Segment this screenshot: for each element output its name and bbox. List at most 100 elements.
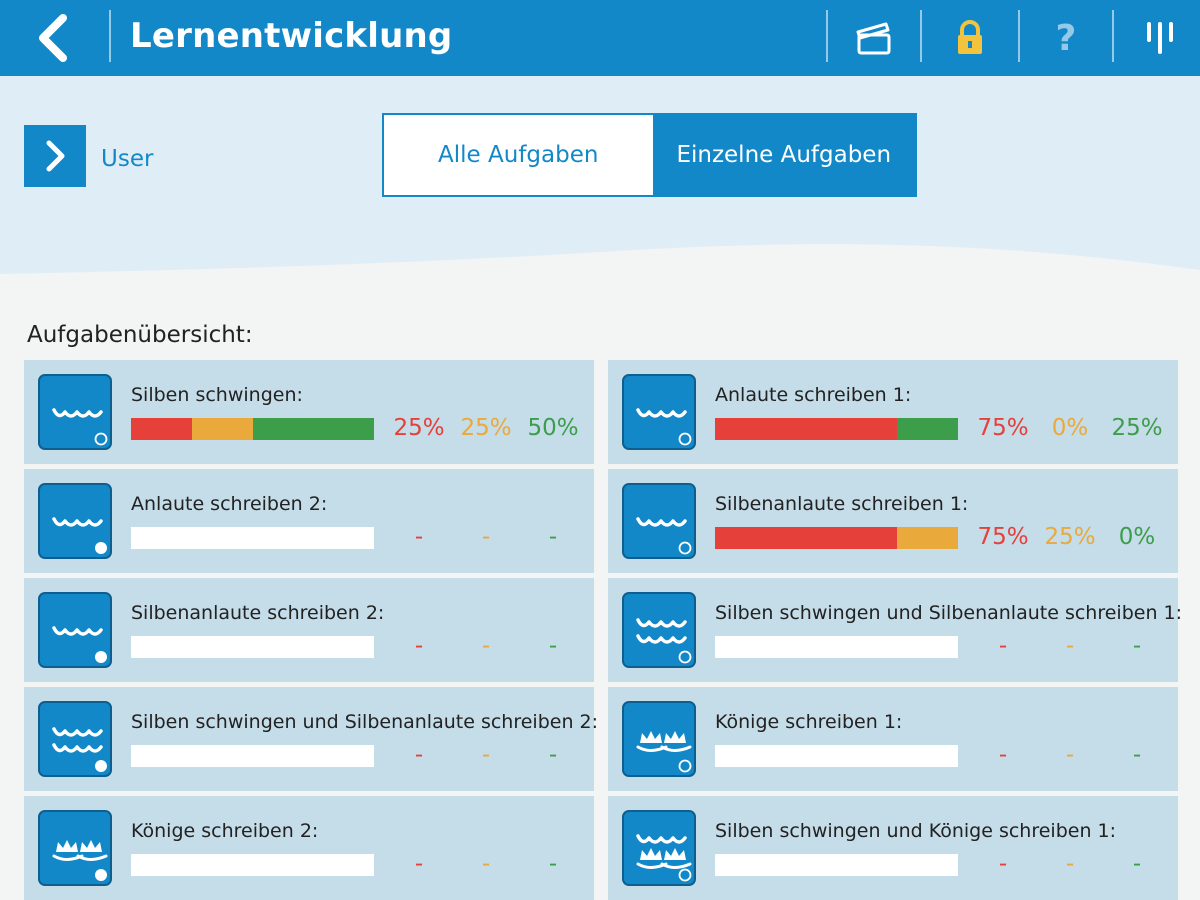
percent-orange: - (1065, 851, 1075, 877)
waves-2-filled-circle-icon (38, 592, 112, 668)
waves-4-filled-circle-icon (38, 701, 112, 777)
waves-crowns-open-circle-icon (622, 810, 696, 886)
tab-einzelne-aufgaben[interactable]: Einzelne Aufgaben (652, 115, 915, 195)
crowns-filled-circle-icon (38, 810, 112, 886)
help-icon: ? (1055, 17, 1077, 59)
percent-red: - (998, 633, 1008, 659)
waves-4-open-circle-icon (622, 592, 696, 668)
percent-red: - (998, 851, 1008, 877)
help-button[interactable]: ? (1036, 12, 1096, 64)
percent-green: 0% (1118, 524, 1156, 550)
progress-segment-red (131, 418, 192, 440)
percent-green: - (548, 742, 558, 768)
task-card[interactable]: Silben schwingen: 25% 25% 50% (24, 360, 594, 464)
task-card[interactable]: Silben schwingen und Könige schreiben 1:… (608, 796, 1178, 900)
percent-red: - (414, 742, 424, 768)
percent-red: - (414, 633, 424, 659)
percent-orange: 25% (460, 415, 512, 441)
task-card[interactable]: Könige schreiben 1: - - - (608, 687, 1178, 791)
task-name: Silbenanlaute schreiben 2: (131, 602, 385, 624)
user-expand-button[interactable] (24, 125, 86, 187)
percent-orange: - (481, 633, 491, 659)
crowns-open-circle-icon (622, 701, 696, 777)
progress-segment-green (252, 418, 374, 440)
task-card[interactable]: Silbenanlaute schreiben 2: - - - (24, 578, 594, 682)
waves-2-open-circle-icon (38, 374, 112, 450)
progress-segment-red (715, 527, 898, 549)
waves-2-open-circle-icon (622, 374, 696, 450)
percent-orange: 0% (1051, 415, 1089, 441)
task-name: Silben schwingen und Silbenanlaute schre… (715, 602, 1183, 624)
clapperboard-button[interactable] (844, 12, 904, 64)
percent-red: - (414, 851, 424, 877)
user-label[interactable]: User (101, 146, 154, 172)
task-name: Könige schreiben 2: (131, 820, 319, 842)
progress-segment-orange (897, 527, 958, 549)
progress-segment-red (715, 418, 898, 440)
percent-green: - (1132, 633, 1142, 659)
progress-segment-green (897, 418, 958, 440)
exit-button[interactable] (1130, 12, 1190, 64)
task-name: Silbenanlaute schreiben 1: (715, 493, 969, 515)
task-name: Könige schreiben 1: (715, 711, 903, 733)
task-card[interactable]: Anlaute schreiben 1: 75% 0% 25% (608, 360, 1178, 464)
task-card[interactable]: Anlaute schreiben 2: - - - (24, 469, 594, 573)
task-name: Silben schwingen und Könige schreiben 1: (715, 820, 1117, 842)
progress-bar (715, 636, 958, 658)
task-name: Silben schwingen und Silbenanlaute schre… (131, 711, 599, 733)
toolbar-divider (1112, 10, 1114, 62)
toolbar-divider (1018, 10, 1020, 62)
task-name: Silben schwingen: (131, 384, 303, 406)
percent-red: 75% (977, 415, 1029, 441)
task-card[interactable]: Silben schwingen und Silbenanlaute schre… (608, 578, 1182, 682)
page-title: Lernentwicklung (130, 16, 453, 56)
task-card[interactable]: Silben schwingen und Silbenanlaute schre… (24, 687, 598, 791)
waves-2-filled-circle-icon (38, 483, 112, 559)
progress-segment-orange (191, 418, 253, 440)
clapperboard-icon (856, 22, 891, 55)
percent-orange: - (481, 851, 491, 877)
progress-bar (131, 527, 374, 549)
percent-orange: - (481, 742, 491, 768)
exit-icon (1147, 22, 1173, 54)
task-name: Anlaute schreiben 1: (715, 384, 912, 406)
task-card[interactable]: Silbenanlaute schreiben 1: 75% 25% 0% (608, 469, 1178, 573)
percent-orange: - (1065, 633, 1075, 659)
lock-icon (958, 20, 982, 54)
chevron-left-icon (39, 14, 67, 62)
progress-bar (715, 745, 958, 767)
progress-bar (131, 636, 374, 658)
toolbar-divider (109, 10, 111, 62)
chevron-right-icon (46, 140, 65, 172)
percent-red: 75% (977, 524, 1029, 550)
percent-red: - (414, 524, 424, 550)
view-segmented-control: Alle Aufgaben Einzelne Aufgaben (382, 113, 917, 197)
lock-button[interactable] (940, 12, 1000, 64)
percent-green: 25% (1111, 415, 1163, 441)
percent-red: - (998, 742, 1008, 768)
task-name: Anlaute schreiben 2: (131, 493, 328, 515)
back-button[interactable] (18, 8, 88, 68)
percent-red: 25% (393, 415, 445, 441)
waves-2-open-circle-icon (622, 483, 696, 559)
percent-green: 50% (527, 415, 579, 441)
section-title: Aufgabenübersicht: (27, 322, 253, 348)
percent-orange: - (481, 524, 491, 550)
percent-green: - (548, 524, 558, 550)
task-card[interactable]: Könige schreiben 2: - - - (24, 796, 594, 900)
progress-bar (715, 854, 958, 876)
progress-bar (715, 527, 958, 549)
progress-bar (131, 745, 374, 767)
percent-green: - (1132, 742, 1142, 768)
top-bar: Lernentwicklung ? (0, 0, 1200, 76)
progress-bar (131, 854, 374, 876)
toolbar-divider (920, 10, 922, 62)
percent-green: - (1132, 851, 1142, 877)
toolbar-divider (826, 10, 828, 62)
percent-green: - (548, 633, 558, 659)
progress-bar (131, 418, 374, 440)
percent-orange: 25% (1044, 524, 1096, 550)
percent-orange: - (1065, 742, 1075, 768)
tab-alle-aufgaben[interactable]: Alle Aufgaben (385, 116, 652, 194)
percent-green: - (548, 851, 558, 877)
